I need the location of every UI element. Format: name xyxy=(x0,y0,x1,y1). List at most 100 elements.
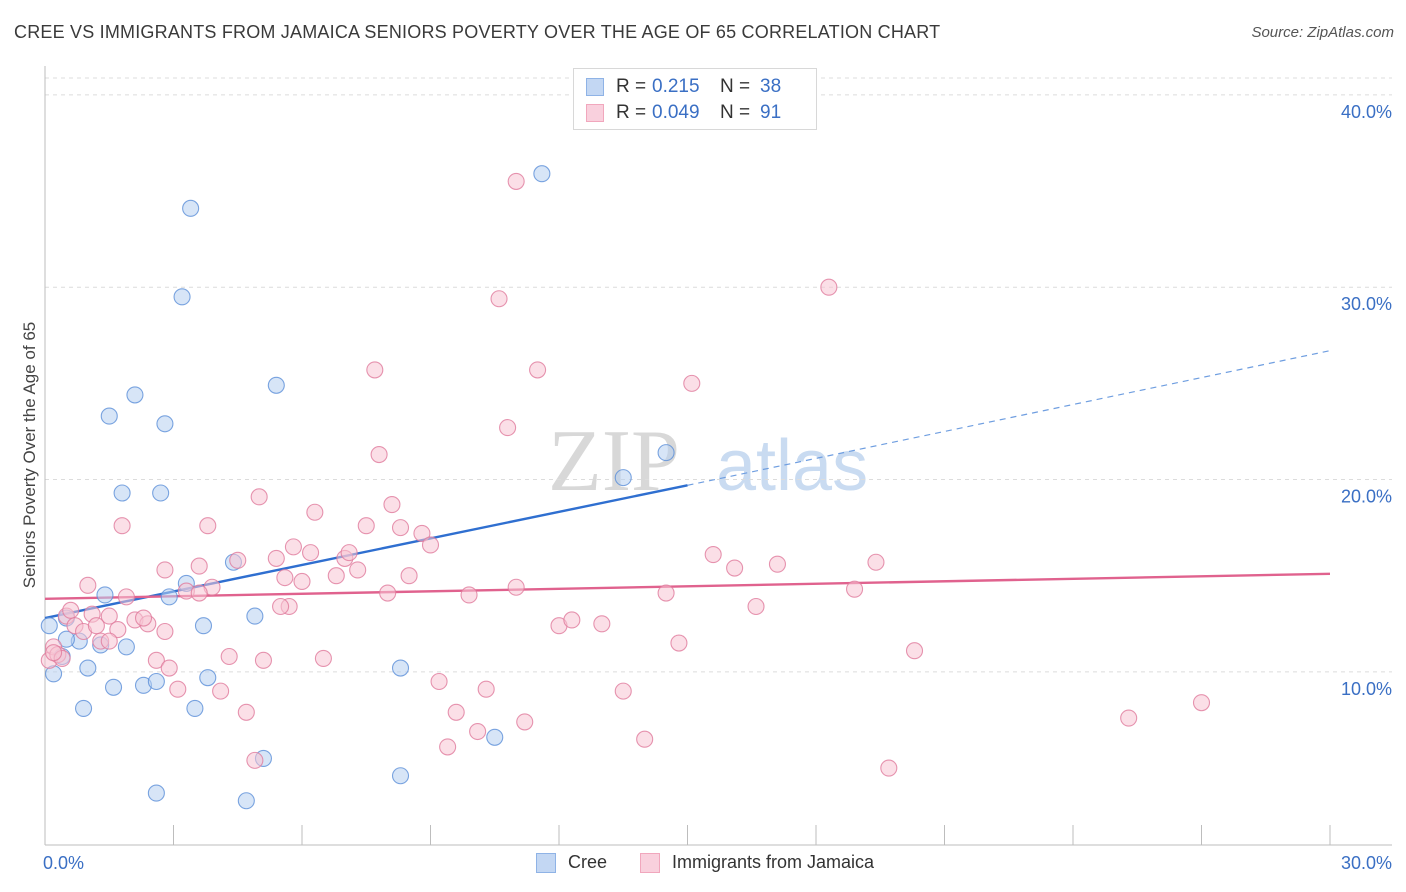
legend-label-cree: Cree xyxy=(568,852,608,872)
jamaica-point xyxy=(636,730,654,748)
jamaica-point xyxy=(469,722,487,741)
jamaica-point xyxy=(190,557,208,575)
jamaica-point xyxy=(100,632,118,650)
cree-point xyxy=(614,469,632,487)
n-value: 38 xyxy=(760,76,782,97)
jamaica-point xyxy=(276,569,294,587)
legend-item-jamaica[interactable]: Immigrants from Jamaica xyxy=(640,852,874,873)
jamaica-point xyxy=(845,580,864,598)
jamaica-point xyxy=(593,615,611,633)
series-legend: Cree Immigrants from Jamaica xyxy=(0,852,1406,878)
legend-label-jamaica: Immigrants from Jamaica xyxy=(672,852,875,872)
jamaica-point xyxy=(87,617,105,635)
cree-point xyxy=(113,484,131,502)
r-value: 0.049 xyxy=(652,102,700,123)
jamaica-point xyxy=(413,524,431,542)
cree-point xyxy=(75,699,93,717)
jamaica-point xyxy=(670,634,688,652)
jamaica-point xyxy=(349,561,367,579)
jamaica-trend-line xyxy=(44,572,1331,600)
axes xyxy=(44,66,1392,846)
cree-point xyxy=(96,586,114,604)
jamaica-point xyxy=(113,517,131,535)
cree-point xyxy=(246,607,264,625)
cree-point xyxy=(117,638,135,656)
jamaica-point xyxy=(45,644,63,662)
jamaica-point xyxy=(460,586,478,604)
jamaica-point xyxy=(1120,709,1138,727)
source-label: Source: ZipAtlas.com xyxy=(1251,24,1394,41)
jamaica-point xyxy=(379,584,397,602)
y-tick-label: 10.0% xyxy=(1341,679,1392,699)
legend-item-cree[interactable]: Cree xyxy=(536,852,607,873)
jamaica-swatch xyxy=(586,104,604,122)
jamaica-point xyxy=(147,651,165,669)
stats-row-jamaica: R = 0.049 N = 91 xyxy=(586,100,781,126)
n-label: N = xyxy=(720,102,751,123)
jamaica-point xyxy=(704,546,722,564)
y-tick-label: 40.0% xyxy=(1341,102,1392,122)
jamaica-point xyxy=(507,578,525,596)
jamaica-point xyxy=(1192,694,1211,712)
cree-point xyxy=(147,672,165,691)
jamaica-point xyxy=(357,517,375,535)
jamaica-point xyxy=(272,597,290,616)
cree-point xyxy=(182,199,200,217)
cree-point xyxy=(267,376,285,394)
cree-point xyxy=(152,484,170,502)
r-label: R = xyxy=(616,76,647,97)
cree-point xyxy=(657,444,675,462)
jamaica-point xyxy=(726,559,744,577)
jamaica-point xyxy=(400,567,418,585)
cree-point xyxy=(160,588,178,606)
chart-title: CREE VS IMMIGRANTS FROM JAMAICA SENIORS … xyxy=(14,22,941,42)
cree-point xyxy=(156,415,174,433)
r-label: R = xyxy=(616,102,647,123)
jamaica-point xyxy=(212,682,230,700)
jamaica-point xyxy=(370,445,388,464)
jamaica-point xyxy=(391,519,410,537)
jamaica-point xyxy=(747,597,765,616)
jamaica-point xyxy=(529,361,547,379)
r-value: 0.215 xyxy=(652,76,700,97)
x-tick-label: 30.0% xyxy=(1341,853,1392,873)
jamaica-point xyxy=(439,738,457,756)
jamaica-point xyxy=(507,172,525,190)
jamaica-point xyxy=(867,553,885,571)
jamaica-point xyxy=(250,488,268,506)
jamaica-point xyxy=(117,588,135,606)
jamaica-point xyxy=(246,751,264,769)
jamaica-point xyxy=(100,607,118,625)
cree-point xyxy=(533,165,551,183)
jamaica-point xyxy=(490,290,508,308)
jamaica-swatch xyxy=(640,852,660,873)
cree-point xyxy=(104,678,123,696)
cree-trend-line xyxy=(44,484,688,620)
cree-point xyxy=(194,617,213,635)
jamaica-point xyxy=(340,544,358,562)
cree-point xyxy=(391,659,410,677)
jamaica-point xyxy=(199,517,217,535)
jamaica-point xyxy=(657,584,675,602)
cree-point xyxy=(126,386,144,404)
jamaica-point xyxy=(421,536,440,554)
jamaica-point xyxy=(905,642,924,660)
y-tick-label: 20.0% xyxy=(1341,487,1392,507)
jamaica-point xyxy=(160,659,178,677)
cree-point xyxy=(237,792,255,810)
jamaica-point xyxy=(306,503,324,521)
jamaica-point xyxy=(499,419,517,437)
jamaica-point xyxy=(880,759,898,777)
cree-point xyxy=(147,784,165,802)
n-value: 91 xyxy=(760,102,782,123)
jamaica-point xyxy=(169,680,187,698)
cree-point xyxy=(391,767,410,785)
jamaica-point xyxy=(134,609,153,627)
cree-point xyxy=(486,728,504,746)
stats-legend: R = 0.215 N = 38 R = 0.049 N = 91 xyxy=(573,68,817,130)
jamaica-point xyxy=(820,278,838,296)
stats-row-cree: R = 0.215 N = 38 xyxy=(586,74,781,100)
watermark-zip: ZIP xyxy=(548,413,680,510)
jamaica-point xyxy=(109,621,127,639)
